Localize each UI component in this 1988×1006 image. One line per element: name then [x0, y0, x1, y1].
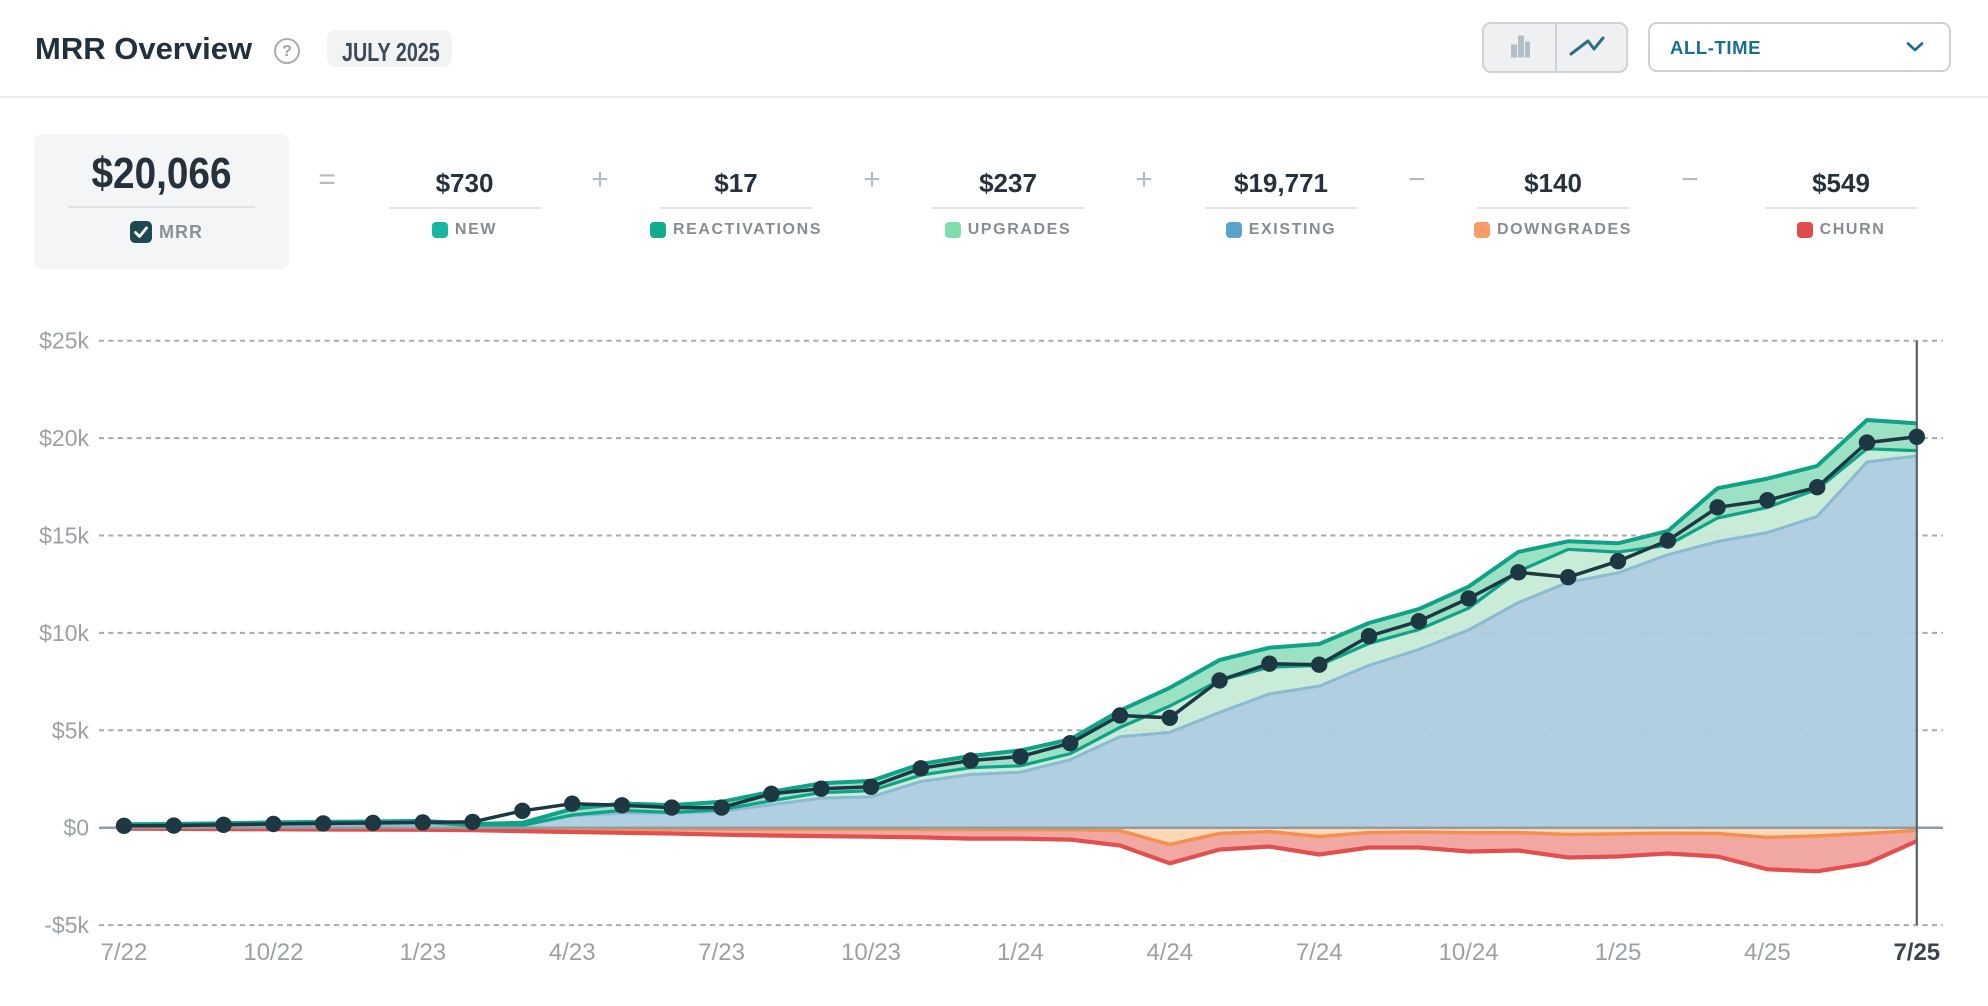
svg-text:10/23: 10/23 [841, 939, 901, 966]
svg-text:$0: $0 [63, 815, 89, 841]
svg-text:7/24: 7/24 [1296, 939, 1343, 966]
svg-text:$5k: $5k [52, 717, 90, 743]
svg-text:1/24: 1/24 [997, 939, 1044, 966]
svg-text:10/24: 10/24 [1439, 939, 1499, 966]
svg-text:4/23: 4/23 [549, 939, 596, 966]
svg-text:10/22: 10/22 [243, 939, 303, 966]
svg-text:4/24: 4/24 [1146, 939, 1193, 966]
svg-text:4/25: 4/25 [1744, 939, 1791, 966]
svg-text:-$5k: -$5k [44, 912, 89, 938]
svg-text:7/22: 7/22 [101, 939, 148, 966]
svg-text:7/25: 7/25 [1893, 939, 1940, 966]
svg-text:$15k: $15k [39, 523, 89, 549]
svg-text:$25k: $25k [39, 328, 89, 354]
svg-text:1/25: 1/25 [1595, 939, 1642, 966]
svg-text:7/23: 7/23 [698, 939, 745, 966]
svg-text:1/23: 1/23 [399, 939, 446, 966]
svg-text:$20k: $20k [39, 425, 89, 451]
svg-text:$10k: $10k [39, 620, 89, 646]
